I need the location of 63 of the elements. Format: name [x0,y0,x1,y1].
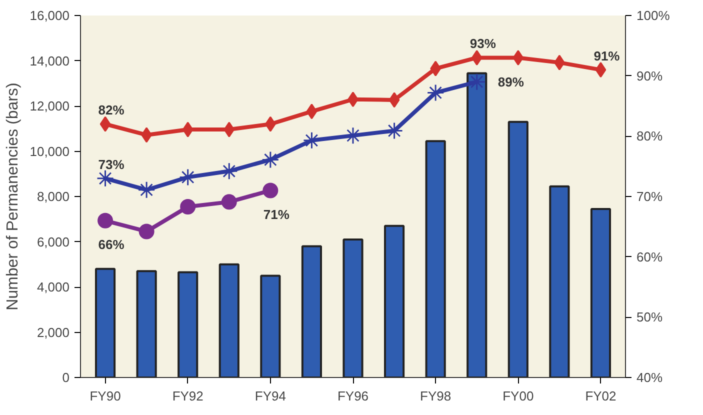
y-tick-label: 16,000 [30,8,70,23]
point [221,194,237,210]
point [220,162,238,180]
y2-tick-label: 50% [636,310,663,325]
data-label: 91% [594,48,620,64]
bar [508,120,528,378]
data-label: 82% [98,102,125,118]
y2-tick-label: 60% [636,249,663,264]
point [595,62,606,78]
bar [218,263,240,378]
bar [301,245,322,378]
bar [94,268,116,378]
bar [466,72,488,378]
x-tick-label: FY94 [254,388,286,404]
y2-tick-label: 40% [636,370,663,385]
data-label: 66% [98,237,125,252]
bar [178,271,198,378]
point [100,116,111,132]
bar [260,274,281,378]
y-tick-label: 12,000 [30,98,70,114]
bar [384,224,405,378]
point [262,150,280,168]
x-tick-label: FY00 [502,388,534,404]
bar [590,208,612,378]
x-tick-label: FY02 [585,388,616,404]
point [182,122,194,138]
x-tick-label: FY90 [90,388,121,404]
point [468,73,486,91]
y-axis-title: Number of Permanencies (bars) [4,82,22,310]
point [306,104,318,120]
y2-tick-label: 90% [636,68,663,84]
y-tick-label: 10,000 [30,144,70,159]
y-tick-label: 8,000 [36,189,70,204]
point [138,181,156,199]
point [138,224,154,240]
x-tick-label: FY96 [337,388,369,404]
x-tick-label: FY92 [172,388,204,404]
point [426,84,444,102]
point [262,182,278,198]
y-tick-label: 6,000 [36,234,70,250]
point [96,170,114,188]
y-tick-label: 14,000 [30,53,70,68]
point [512,50,524,66]
y2-tick-label: 100% [636,8,670,23]
data-label: 93% [470,36,496,52]
bar [549,185,570,378]
data-label: 73% [98,156,125,172]
y2-tick-label: 80% [636,128,663,144]
point [388,92,400,108]
point [98,212,114,228]
data-label: 89% [498,74,524,90]
y-tick-label: 2,000 [36,324,70,340]
x-tick-label: FY98 [420,388,452,404]
bar [342,238,364,378]
y-tick-label: 4,000 [36,280,70,294]
bar [136,270,157,378]
point [180,199,196,214]
bar [425,140,446,378]
point [471,50,482,66]
point [224,122,235,138]
y-tick-label: 0 [62,370,70,385]
y2-tick-label: 70% [636,189,663,204]
data-label: 71% [263,206,290,222]
